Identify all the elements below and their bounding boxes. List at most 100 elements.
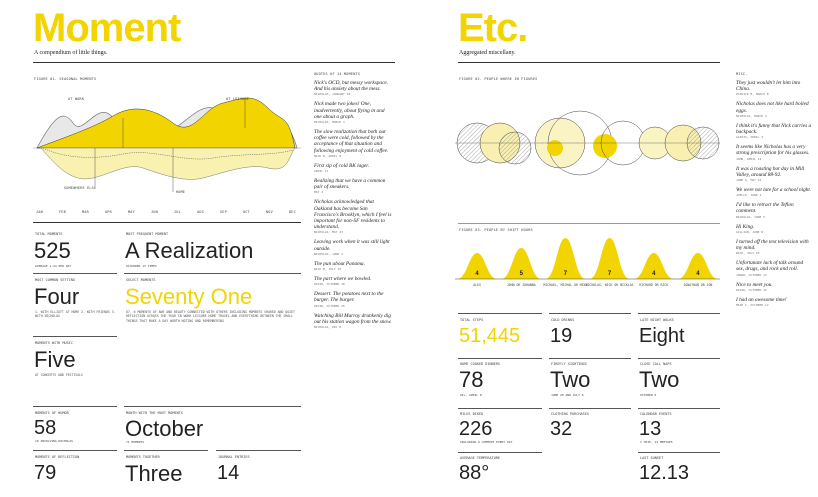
divider: [33, 336, 117, 337]
stat-calendar-label: CALENDAR EVENTS: [640, 412, 672, 416]
quote-text: They just wouldn't let him into China.: [736, 80, 801, 93]
divider: [638, 313, 720, 314]
divider: [33, 450, 117, 451]
quote-source: GILLIAN, JUNE 8: [736, 229, 764, 234]
quote-text: Hi King.: [736, 223, 755, 230]
stat-naps-value: Two: [639, 367, 680, 392]
stat-month-label: MONTH WITH THE MOST MOMENTS: [126, 411, 183, 415]
quote-text: It seems like Nicholas has a very strong…: [736, 144, 810, 157]
stat-miles-label: MILES BIKED: [460, 412, 484, 416]
x-tick-label: NOV: [266, 210, 273, 214]
quote-text: I'd like to retract the Teflon comment.: [736, 202, 794, 215]
quote-text: Nicholas acknowledged that Oakland has b…: [314, 199, 392, 231]
bell-label: JONATHAN OR JON: [684, 283, 713, 287]
stat-dinners-label: HOME COOKED DINNERS: [460, 362, 501, 366]
x-tick-label: JUL: [174, 210, 181, 214]
divider: [458, 452, 542, 453]
right-quotes-column: They just wouldn't let him into China. PA…: [736, 80, 812, 490]
stat-setting-note: 1. WITH ELLIOTT AT HOME 2. WITH FRIENDS …: [35, 310, 116, 319]
left-top-rule: [33, 62, 395, 63]
stat-calendar-value: 13: [639, 418, 662, 440]
stat-total-moments-label: TOTAL MOMENTS: [35, 232, 63, 236]
divider: [458, 313, 542, 314]
stat-walks-label: LATE NIGHT WALKS: [640, 318, 674, 322]
bell-mark: [589, 238, 630, 279]
right-top-rule: [458, 62, 720, 63]
stat-dinners-note: OIL, APRIL 8: [460, 393, 482, 397]
series-yellow-area: [36, 97, 296, 149]
quote-text: We were not late for a school night.: [736, 187, 812, 194]
quote-text: Dessert. The potatoes next to the burger…: [314, 291, 384, 304]
quote-text: Nick made two jokes! One, inadvertently,…: [314, 101, 385, 120]
stat-month-value: October: [125, 416, 204, 441]
stat-humor-note: 10 INVOLVING NICHOLAS: [35, 439, 73, 443]
stat-calendar-note: 1 TRIP, 12 MEETUPS: [640, 440, 673, 444]
left-quotes-column: Nick's OCD, but messy workspace. And his…: [314, 80, 392, 490]
stat-together-label: MOMENTS TOGETHER: [126, 455, 160, 459]
left-page-subtitle: A compendium of little things.: [34, 50, 108, 56]
stat-setting-label: MOST COMMON SETTING: [35, 278, 76, 282]
quote-text: Leaving work when it was still light out…: [314, 239, 390, 252]
stat-journal-label: JOURNAL ENTRIES: [218, 455, 250, 459]
bell-chart: 4 ALEX 5 JOHN OR JOHANNA 7 MICHAEL, MICHAL OR…: [455, 238, 720, 287]
quote-source: NICHOLAS, JANUARY 18: [314, 92, 351, 97]
bells-label: FIGURE 03. PEOPLE BY SHIFT HOURS: [459, 228, 533, 232]
stat-music-label: MOMENTS WITH MUSIC: [35, 341, 73, 345]
venn-diagram: [455, 110, 720, 176]
quote-text: I think it's funny that Nick carries a b…: [736, 122, 812, 136]
quote-source: NICK B, JULY 19: [314, 267, 342, 272]
stat-walks-value: Eight: [639, 325, 685, 347]
quote-source: PATRICK B, MARCH 8: [736, 92, 769, 97]
stat-humor-value: 58: [34, 417, 57, 439]
stat-naps-note: OCTOBER 5: [640, 393, 657, 397]
stat-temp-label: AVERAGE TEMPERATURE: [460, 456, 501, 460]
quote-text: Realizing that we have a common pair of …: [314, 178, 386, 191]
x-tick-label: AUG: [197, 210, 204, 214]
right-quotes-label: MISC.: [736, 72, 748, 76]
quote-source: DAVID, OCTOBER 18: [314, 282, 345, 287]
chart-annotation-peak1: AT WORK: [68, 97, 85, 101]
left-quotes-label: QUOTES OF 14 MOMENTS: [314, 72, 361, 76]
quote-text: The slow realization that both our coffe…: [314, 129, 389, 154]
stat-clothing-label: CLOTHING PURCHASES: [551, 412, 589, 416]
x-tick-label: FEB: [59, 210, 66, 214]
stat-music-value: Five: [34, 347, 76, 372]
divider: [549, 313, 631, 314]
quote-source: NICK, JULY 10: [736, 251, 760, 256]
bell-mark: [545, 238, 586, 279]
divider: [124, 273, 301, 274]
bell-label: RICHARD OR RICK: [639, 283, 668, 287]
stat-drinks-label: COLD DRINKS: [551, 318, 575, 322]
x-tick-label: APR: [105, 210, 112, 214]
divider: [549, 408, 631, 409]
quote-source: NICKOLAS, JUNE 5: [736, 214, 765, 219]
quote-source: JOELLE, JUNE 4: [736, 193, 762, 198]
bell-mark: [457, 253, 498, 279]
quote-source: NICK B, APRIL 8: [314, 153, 342, 158]
quote-source: NICHOLAS, MARCH 4: [736, 113, 767, 118]
right-page-subtitle: Aggregated miscellany.: [459, 50, 516, 56]
left-page-title: Moment: [33, 6, 181, 50]
stat-reflection-label: MOMENTS OF REFLECTION: [35, 455, 80, 459]
divider: [549, 358, 631, 359]
stat-humor-label: MOMENTS OF HUMOR: [35, 411, 69, 415]
x-tick-label: SEP: [220, 210, 227, 214]
stat-together-value: Three: [125, 461, 183, 486]
bell-value: 4: [652, 271, 656, 277]
stat-dinners-value: 78: [459, 367, 484, 392]
stat-steps-label: TOTAL STEPS: [460, 318, 484, 322]
stat-naps-label: CLOSE CALL NAPS: [640, 362, 672, 366]
bell-mark: [633, 253, 674, 279]
divider: [33, 273, 117, 274]
stat-firefly-label: FIREFLY SIGHTINGS: [551, 362, 587, 366]
quote-text: Nicholas does not like hard boiled eggs.: [736, 101, 809, 114]
divider: [458, 358, 542, 359]
x-tick-label: MAY: [128, 210, 135, 214]
quote-source: NICHOLAS, MAY 23: [314, 230, 343, 235]
bell-label: NICHOLAS, NICK OR NICKLAS: [586, 283, 634, 287]
quote-source: MAY 2: [314, 190, 324, 195]
left-chart-label: FIGURE 01. SEASONAL MOMENTS: [34, 77, 97, 81]
quote-source: JOHN, APRIL 14: [736, 156, 762, 161]
x-tick-label: JUN: [151, 210, 158, 214]
chart-annotation-dip1: SOMEWHERE ELSE: [64, 186, 97, 190]
